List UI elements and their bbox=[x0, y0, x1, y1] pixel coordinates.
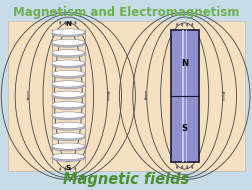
Ellipse shape bbox=[52, 93, 84, 99]
Ellipse shape bbox=[52, 103, 84, 109]
Ellipse shape bbox=[52, 60, 84, 66]
Ellipse shape bbox=[52, 155, 84, 161]
Ellipse shape bbox=[52, 133, 84, 139]
Bar bbox=[185, 30, 186, 162]
Bar bbox=[170, 30, 198, 162]
Ellipse shape bbox=[52, 101, 84, 108]
Ellipse shape bbox=[52, 70, 84, 77]
Text: S: S bbox=[181, 124, 187, 133]
Ellipse shape bbox=[52, 51, 84, 58]
Ellipse shape bbox=[52, 114, 84, 120]
Ellipse shape bbox=[52, 29, 84, 35]
FancyBboxPatch shape bbox=[8, 21, 244, 171]
Ellipse shape bbox=[52, 72, 84, 78]
Ellipse shape bbox=[52, 50, 84, 56]
Ellipse shape bbox=[52, 134, 84, 141]
Text: Magnetism and Electromagnetism: Magnetism and Electromagnetism bbox=[13, 6, 239, 19]
Ellipse shape bbox=[52, 153, 84, 160]
Text: S: S bbox=[66, 165, 71, 171]
Ellipse shape bbox=[52, 39, 84, 45]
Ellipse shape bbox=[52, 31, 84, 37]
Text: N: N bbox=[65, 21, 71, 27]
Ellipse shape bbox=[52, 145, 84, 151]
Text: Magnetic fields: Magnetic fields bbox=[63, 172, 189, 187]
Ellipse shape bbox=[52, 62, 84, 68]
Ellipse shape bbox=[52, 91, 84, 97]
Ellipse shape bbox=[52, 82, 84, 89]
Ellipse shape bbox=[52, 112, 84, 118]
Ellipse shape bbox=[52, 124, 84, 130]
Ellipse shape bbox=[52, 122, 84, 128]
Bar bbox=[181, 30, 183, 162]
Ellipse shape bbox=[52, 143, 84, 149]
Text: N: N bbox=[180, 59, 187, 68]
Ellipse shape bbox=[52, 81, 84, 87]
Ellipse shape bbox=[52, 41, 84, 47]
